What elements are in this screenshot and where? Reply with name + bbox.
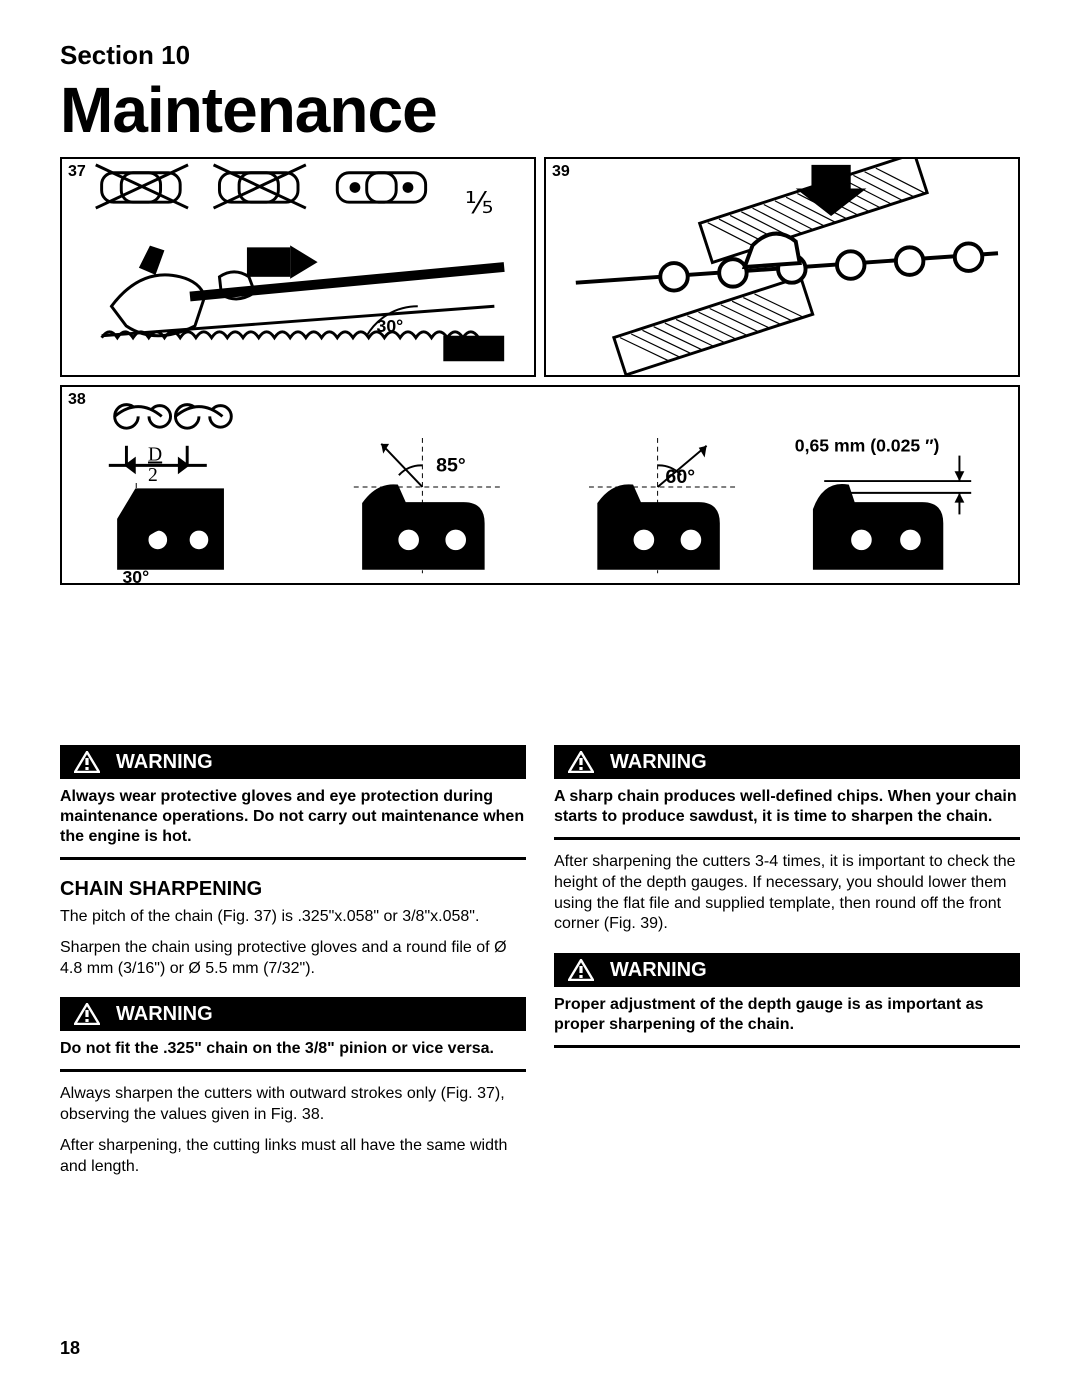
warning-text: Proper adjustment of the depth gauge is … — [554, 995, 1020, 1048]
warning-icon — [568, 959, 594, 981]
warning-text: A sharp chain produces well-defined chip… — [554, 787, 1020, 840]
warning-label: WARNING — [116, 751, 213, 774]
right-column: WARNING A sharp chain produces well-defi… — [554, 745, 1020, 1188]
d-label: D — [148, 445, 162, 466]
figure-39-illustration — [546, 159, 1018, 375]
figures-area: 37 ⅕ — [60, 157, 1020, 585]
angle-30: 30° — [123, 567, 150, 583]
section-label: Section 10 — [60, 40, 1020, 71]
figure-38-illustration: D 2 30° — [62, 387, 1018, 583]
figure-number: 37 — [68, 163, 86, 181]
body-text: After sharpening, the cutting links must… — [60, 1136, 526, 1178]
warning-banner: WARNING — [60, 745, 526, 779]
warning-banner: WARNING — [554, 953, 1020, 987]
figure-38: 38 D 2 — [60, 385, 1020, 585]
page-title: Maintenance — [60, 73, 1020, 147]
figure-37: 37 ⅕ — [60, 157, 536, 377]
warning-label: WARNING — [610, 959, 707, 982]
figure-37-illustration: ⅕ 30° — [62, 159, 534, 375]
body-text: The pitch of the chain (Fig. 37) is .325… — [60, 907, 526, 928]
warning-label: WARNING — [116, 1003, 213, 1026]
warning-icon — [74, 1003, 100, 1025]
warning-banner: WARNING — [554, 745, 1020, 779]
body-text: Sharpen the chain using protective glove… — [60, 938, 526, 980]
warning-text: Do not fit the .325" chain on the 3/8" p… — [60, 1039, 526, 1072]
d-denom: 2 — [148, 465, 158, 486]
angle-60: 60° — [665, 466, 695, 488]
left-column: WARNING Always wear protective gloves an… — [60, 745, 526, 1188]
fraction-label: ⅕ — [465, 188, 494, 220]
page-number: 18 — [60, 1338, 80, 1359]
figure-number: 39 — [552, 163, 570, 181]
angle-85: 85° — [436, 454, 466, 476]
warning-icon — [74, 751, 100, 773]
warning-text: Always wear protective gloves and eye pr… — [60, 787, 526, 860]
figure-number: 38 — [68, 391, 86, 409]
depth-gauge-label: 0,65 mm (0.025 ″) — [795, 436, 940, 456]
angle-30-label: 30° — [377, 316, 404, 336]
body-text: After sharpening the cutters 3-4 times, … — [554, 852, 1020, 935]
content-columns: WARNING Always wear protective gloves an… — [60, 745, 1020, 1188]
warning-icon — [568, 751, 594, 773]
body-text: Always sharpen the cutters with outward … — [60, 1084, 526, 1126]
chain-sharpening-heading: CHAIN SHARPENING — [60, 878, 526, 901]
figure-39: 39 — [544, 157, 1020, 377]
warning-banner: WARNING — [60, 997, 526, 1031]
warning-label: WARNING — [610, 751, 707, 774]
